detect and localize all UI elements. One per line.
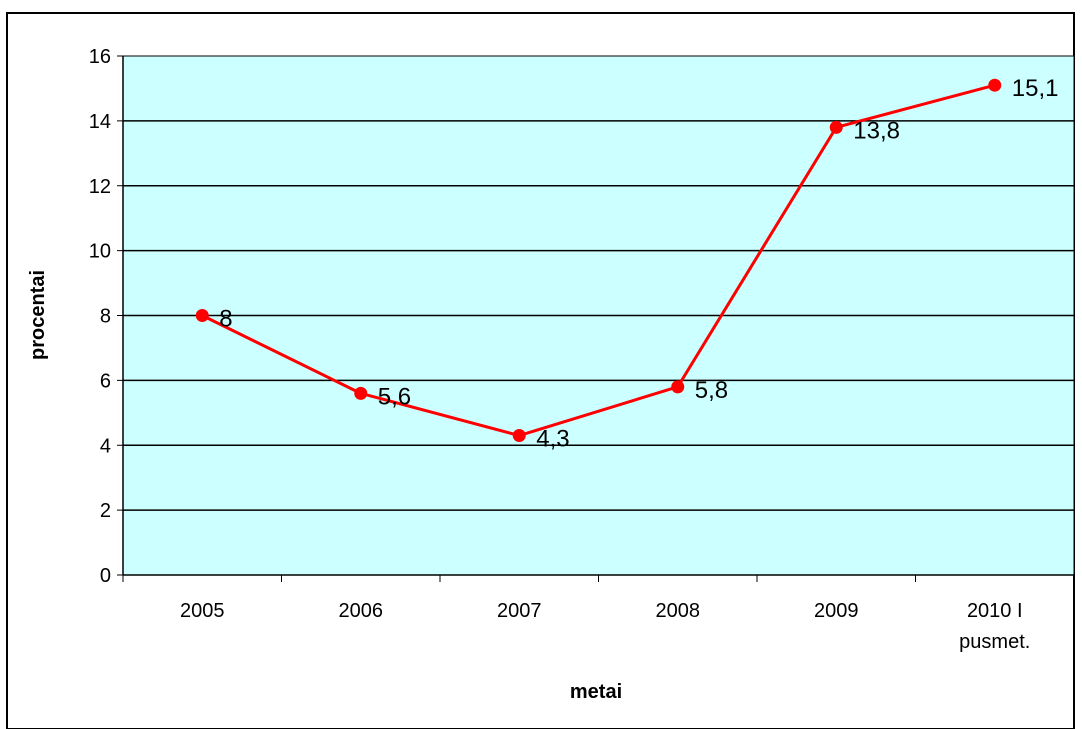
x-tick-label: 2005 — [180, 600, 225, 622]
x-tick-label: 2008 — [656, 600, 701, 622]
data-point — [512, 429, 526, 443]
y-tick-label: 16 — [89, 46, 111, 68]
data-point — [195, 309, 209, 322]
y-tick-label: 10 — [89, 241, 111, 263]
data-point — [354, 386, 368, 400]
data-label: 4,3 — [536, 426, 569, 453]
data-label: 8 — [219, 306, 232, 333]
data-label: 5,8 — [695, 377, 728, 404]
y-tick-label: 8 — [100, 306, 111, 328]
data-label: 13,8 — [853, 117, 900, 144]
data-series: 8 5,6 4,3 5,8 13,8 15,1 — [195, 75, 1059, 453]
data-point — [829, 120, 843, 134]
series-line — [201, 83, 996, 438]
x-tick-label: 2007 — [497, 600, 542, 622]
y-tick-label: 0 — [100, 565, 111, 587]
data-label: 15,1 — [1012, 75, 1059, 102]
data-point — [988, 78, 1002, 92]
x-axis-title: metai — [570, 681, 622, 703]
y-tick-label: 14 — [89, 111, 111, 133]
gridlines — [123, 120, 1074, 511]
x-tick-label: 2009 — [814, 600, 859, 622]
data-point — [671, 380, 685, 394]
x-tick-label: 2006 — [339, 600, 384, 622]
y-tick-label: 12 — [89, 176, 111, 198]
y-tick-label: 2 — [100, 500, 111, 522]
y-axis: 0 2 4 6 8 10 12 14 16 — [89, 46, 124, 587]
y-tick-label: 6 — [100, 370, 111, 392]
y-tick-label: 4 — [100, 435, 111, 457]
y-axis-title: procentai — [27, 270, 49, 360]
data-label: 5,6 — [378, 383, 411, 410]
